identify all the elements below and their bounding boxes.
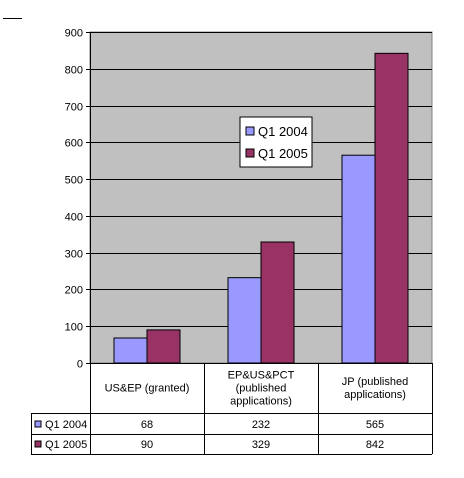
y-tick-label: 100 bbox=[65, 322, 83, 334]
category-labels: US&EP (granted)EP&US&PCT(publishedapplic… bbox=[105, 370, 409, 408]
row-label-q1-2005: Q1 2005 bbox=[45, 439, 87, 451]
bar-q1-2005-cat3 bbox=[374, 52, 409, 364]
table-cell-value: 842 bbox=[366, 439, 384, 451]
y-tick-label: 0 bbox=[77, 359, 83, 371]
y-tick-label: 200 bbox=[65, 285, 83, 297]
table-cell-value: 68 bbox=[141, 419, 153, 431]
row-swatch-q1-2005 bbox=[34, 440, 42, 448]
bar-q1-2005-cat2 bbox=[260, 241, 295, 364]
table-cell-value: 329 bbox=[252, 439, 270, 451]
y-tick-label: 300 bbox=[65, 249, 83, 261]
category-label: applications) bbox=[230, 396, 292, 408]
bars bbox=[90, 52, 432, 364]
legend-label-q1-2004: Q1 2004 bbox=[258, 124, 308, 139]
table-cell-value: 565 bbox=[366, 419, 384, 431]
bar-q1-2004-cat3 bbox=[341, 154, 376, 364]
y-tick-label: 500 bbox=[65, 175, 83, 187]
category-label: (published bbox=[236, 383, 287, 395]
bar-q1-2004-cat1 bbox=[113, 337, 148, 364]
legend-box bbox=[239, 116, 313, 168]
table-grid bbox=[31, 363, 433, 455]
category-label: applications) bbox=[344, 389, 406, 401]
y-axis: 0 100 200 300 400 500 600 700 800 900 bbox=[65, 28, 91, 371]
y-tick-label: 400 bbox=[65, 212, 83, 224]
legend-swatch-q1-2005 bbox=[245, 148, 255, 158]
table-cell-value: 232 bbox=[252, 419, 270, 431]
legend: Q1 2004 Q1 2005 bbox=[239, 116, 313, 168]
legend-label-q1-2005: Q1 2005 bbox=[258, 146, 308, 161]
row-label-q1-2004: Q1 2004 bbox=[45, 419, 87, 431]
y-tick-label: 900 bbox=[65, 28, 83, 40]
bar-q1-2004-cat2 bbox=[227, 277, 262, 364]
table-cell-value: 90 bbox=[141, 439, 153, 451]
legend-swatch-q1-2004 bbox=[245, 126, 255, 136]
category-label: US&EP (granted) bbox=[105, 383, 190, 395]
data-table: US&EP (granted)EP&US&PCT(publishedapplic… bbox=[31, 363, 433, 455]
table-cells: 68 232 565 90 329 842 bbox=[141, 419, 384, 451]
y-tick-label: 700 bbox=[65, 102, 83, 114]
row-swatch-q1-2004 bbox=[34, 420, 42, 428]
category-label: JP (published bbox=[342, 376, 408, 388]
y-tick-label: 600 bbox=[65, 138, 83, 150]
y-tick-label: 800 bbox=[65, 65, 83, 77]
category-label: EP&US&PCT bbox=[228, 370, 295, 382]
bar-q1-2005-cat1 bbox=[146, 329, 181, 364]
